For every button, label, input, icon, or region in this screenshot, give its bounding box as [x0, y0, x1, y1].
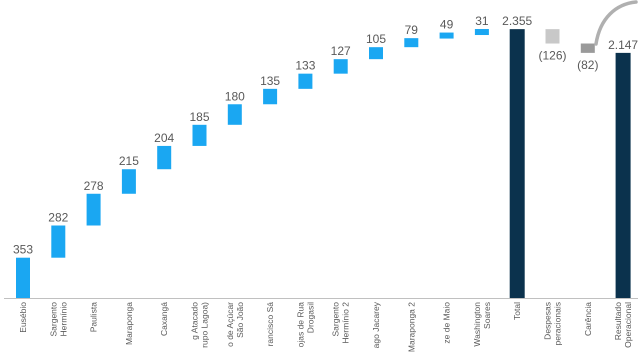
bar-10 — [369, 47, 383, 60]
category-label-7: rancisco Sá — [265, 302, 275, 347]
bar-8 — [298, 73, 313, 89]
category-label-12: ze de Maio — [442, 302, 452, 344]
category-label-0-line-0: Eusébio — [18, 302, 28, 333]
data-label-17: 2.147 — [608, 38, 638, 52]
category-label-8-line-1: Drogasil — [305, 302, 315, 333]
category-label-17-line-0: Resultado — [613, 302, 623, 341]
data-label-10: 105 — [366, 32, 386, 46]
category-label-5-line-1: rupo Lagoa) — [200, 302, 210, 348]
category-label-13-line-1: Soares — [482, 302, 492, 329]
data-label-2: 278 — [84, 179, 104, 193]
data-label-5: 185 — [189, 110, 209, 124]
bar-15 — [545, 29, 560, 44]
category-label-10-line-0: ago Jacarey — [371, 301, 381, 348]
category-label-16-line-0: Carência — [583, 302, 593, 336]
bar-3 — [121, 169, 136, 194]
data-label-9: 127 — [331, 44, 351, 58]
category-label-9-line-1: Hermínio 2 — [341, 302, 351, 344]
data-label-8: 133 — [295, 59, 315, 73]
category-label-14-line-0: Total — [512, 302, 522, 320]
category-label-3: Maraponga — [124, 302, 134, 345]
category-label-0: Eusébio — [18, 302, 28, 333]
category-label-17: Resultado Operacional — [613, 302, 633, 348]
category-label-2-line-0: Paulista — [89, 302, 99, 333]
data-label-1: 282 — [48, 211, 68, 225]
category-label-13-line-0: Washington — [472, 302, 482, 347]
data-label-7: 135 — [260, 74, 280, 88]
category-label-13: Washington Soares — [472, 302, 492, 347]
category-label-8-line-0: ojas de Rua — [295, 302, 305, 348]
bar-14 — [509, 29, 525, 298]
category-label-4-line-0: Caxangá — [159, 302, 169, 336]
data-label-4: 204 — [154, 131, 174, 145]
data-label-13: 31 — [475, 14, 489, 28]
category-label-1-line-1: Hermínio — [58, 302, 68, 337]
category-label-15: Despesas peracionais — [543, 302, 563, 345]
category-label-5: g Atacado rupo Lagoa) — [190, 302, 210, 348]
category-label-9-line-0: Sargento — [331, 302, 341, 337]
category-label-17-line-1: Operacional — [623, 302, 633, 348]
bar-6 — [227, 104, 242, 125]
category-label-1-line-0: Sargento — [48, 302, 58, 337]
category-label-6: o de Açúcar São João — [225, 302, 245, 347]
category-label-9: Sargento Hermínio 2 — [331, 302, 351, 344]
category-label-4: Caxangá — [159, 302, 169, 336]
category-label-7-line-0: rancisco Sá — [265, 302, 275, 347]
category-label-3-line-0: Maraponga — [124, 302, 134, 345]
bar-9 — [333, 59, 348, 74]
data-label-16: (82) — [577, 58, 598, 72]
category-label-12-line-0: ze de Maio — [442, 302, 452, 344]
bar-16 — [580, 43, 595, 53]
bar-2 — [86, 193, 101, 226]
bar-7 — [263, 88, 278, 105]
category-label-16: Carência — [583, 302, 593, 336]
category-label-14: Total — [512, 302, 522, 320]
bar-0 — [16, 257, 30, 298]
data-label-12: 49 — [440, 18, 454, 32]
data-label-14: 2.355 — [502, 14, 532, 28]
category-label-11: Maraponga 2 — [406, 302, 416, 352]
category-label-8: ojas de Rua Drogasil — [295, 302, 315, 348]
bar-17 — [615, 52, 631, 298]
category-label-15-line-1: peracionais — [553, 302, 563, 345]
curved-arrow-icon — [594, 0, 638, 46]
category-label-11-line-0: Maraponga 2 — [406, 302, 416, 352]
category-label-5-line-0: g Atacado — [190, 302, 200, 340]
bar-11 — [404, 38, 419, 48]
bar-1 — [51, 225, 66, 258]
category-label-6-line-1: São João — [235, 302, 245, 338]
bar-12 — [439, 32, 454, 39]
data-label-3: 215 — [119, 154, 139, 168]
data-label-15: (126) — [538, 49, 566, 63]
data-label-6: 180 — [225, 89, 245, 103]
data-label-11: 79 — [405, 23, 419, 37]
category-label-1: Sargento Hermínio — [48, 302, 68, 337]
bar-5 — [192, 124, 207, 146]
category-label-15-line-0: Despesas — [543, 302, 553, 340]
data-label-0: 353 — [13, 243, 33, 257]
category-label-10: ago Jacarey — [371, 301, 381, 348]
category-label-2: Paulista — [89, 302, 99, 333]
bar-4 — [157, 145, 172, 170]
category-label-6-line-0: o de Açúcar — [225, 302, 235, 347]
bar-13 — [474, 29, 489, 36]
